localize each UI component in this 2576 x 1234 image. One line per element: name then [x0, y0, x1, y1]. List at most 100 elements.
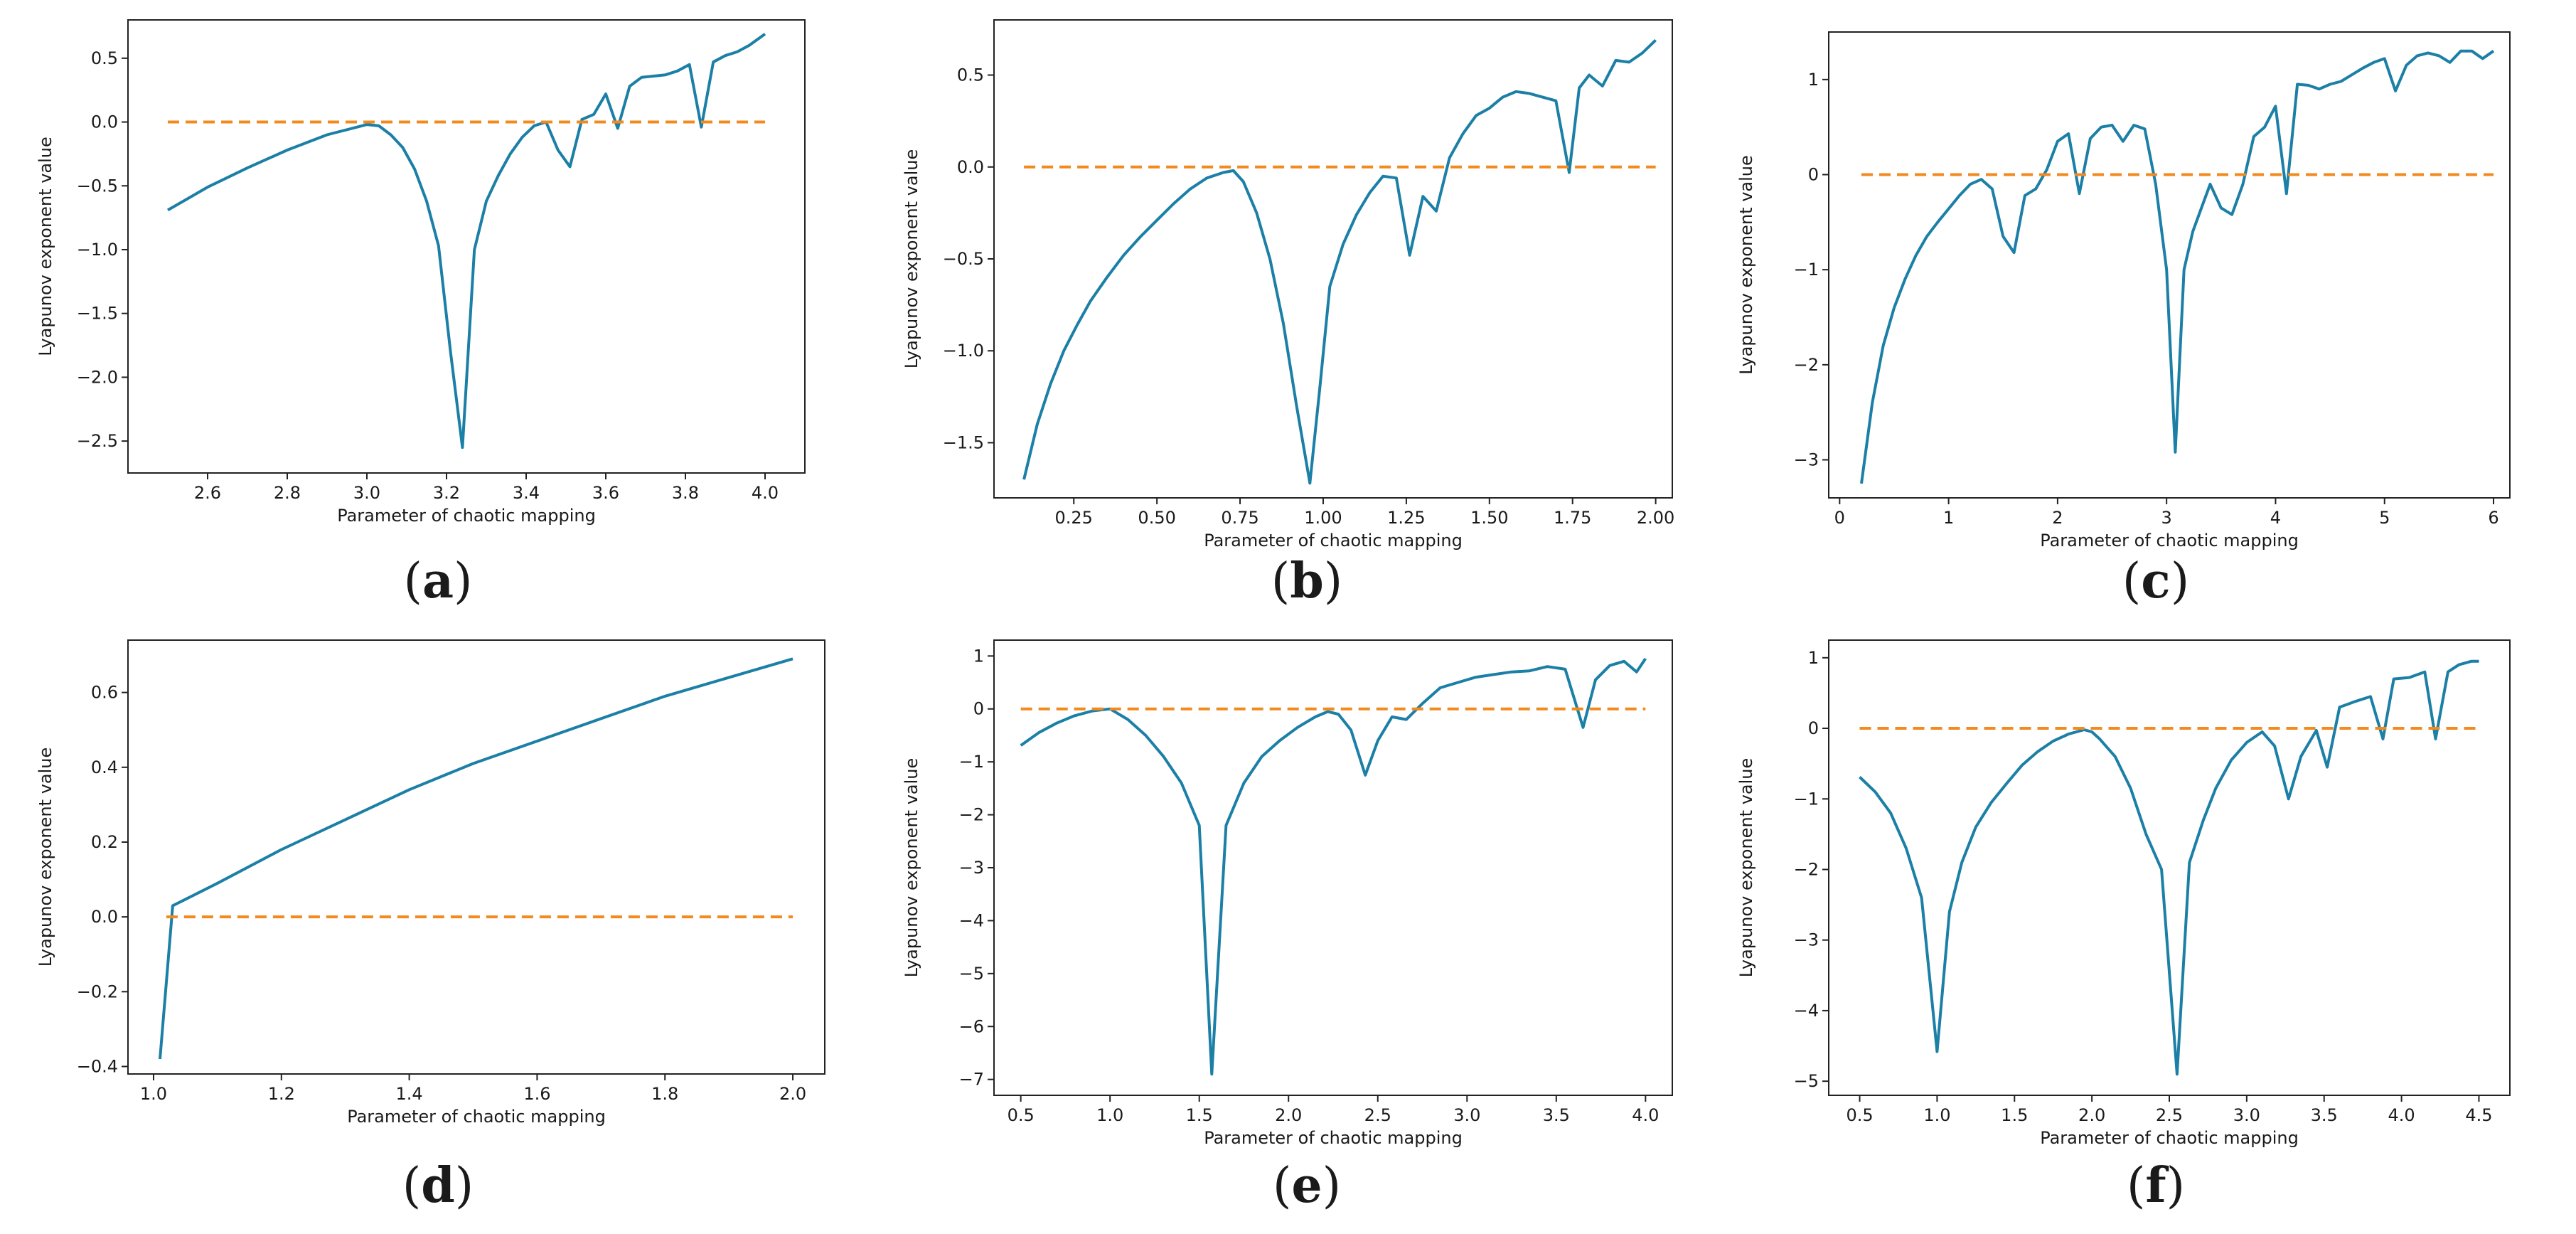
chart-panel-a: 2.6 2.8 3.0 3.2 3.4 3.6 3.8 4.0 −2.5 −2.0 −1.5 −1.0… [36, 19, 806, 610]
x-axis-title: Parameter of chaotic mapping [1204, 1128, 1463, 1148]
x-tick-label: 1.0 [1096, 1105, 1123, 1125]
x-tick-label: 4.0 [1632, 1105, 1659, 1125]
x-tick-label: 1.50 [1470, 508, 1508, 528]
y-tick-label: −2 [1794, 859, 1819, 879]
x-tick-label: 2.5 [2156, 1105, 2183, 1125]
x-tick-label: 2.5 [1364, 1105, 1391, 1125]
y-tick-label: −2.0 [77, 367, 118, 387]
y-tick-label: −2 [1794, 355, 1819, 375]
x-tick-label: 6 [2488, 508, 2498, 528]
x-axis-title: Parameter of chaotic mapping [2040, 1128, 2299, 1148]
y-axis-title: Lyapunov exponent value [902, 758, 921, 978]
x-tick-label: 4.5 [2465, 1105, 2492, 1125]
x-tick-label: 5 [2379, 508, 2390, 528]
y-tick-label: 1 [973, 646, 984, 666]
y-tick-label: 0 [1808, 165, 1819, 185]
y-tick-label: 0.5 [91, 48, 118, 68]
lyapunov-series-line [1020, 657, 1647, 1076]
lyapunov-series-line [1860, 49, 2495, 484]
y-tick-label: 0.4 [91, 757, 118, 777]
panel-caption: (d) [402, 1157, 474, 1214]
x-tick-label: 4.0 [2388, 1105, 2415, 1125]
x-tick-label: 4.0 [752, 483, 779, 503]
lyapunov-series-line [167, 33, 766, 450]
y-tick-label: −2.5 [77, 431, 118, 451]
x-tick-label: 3 [2161, 508, 2172, 528]
x-tick-label: 2.0 [2078, 1105, 2105, 1125]
x-tick-label: 3.6 [592, 483, 619, 503]
x-tick-label: 2.00 [1637, 508, 1674, 528]
plot-frame [1828, 639, 2511, 1096]
x-tick-label: 3.8 [672, 483, 699, 503]
x-tick-label: 1.6 [523, 1084, 550, 1104]
x-tick-label: 0.5 [1846, 1105, 1873, 1125]
y-tick-label: −2 [959, 805, 984, 825]
y-tick-label: −1 [959, 752, 984, 772]
plot-frame [993, 19, 1673, 499]
x-tick-label: 1.4 [396, 1084, 423, 1104]
x-tick-label: 1.25 [1387, 508, 1425, 528]
panel-caption: (b) [1271, 553, 1343, 610]
x-tick-label: 1.00 [1304, 508, 1342, 528]
y-axis-title: Lyapunov exponent value [1736, 155, 1756, 375]
x-tick-label: 1 [1943, 508, 1954, 528]
y-tick-label: −1.5 [77, 304, 118, 324]
y-tick-label: 0.0 [91, 112, 118, 132]
chart-panel-e: 0.5 1.0 1.5 2.0 2.5 3.0 3.5 4.0 −7 −6 −5 −4 −3 −2 −1 0 1… [902, 639, 1673, 1214]
x-tick-label: 3.2 [433, 483, 460, 503]
y-axis-title: Lyapunov exponent value [36, 748, 55, 967]
y-tick-label: −6 [959, 1016, 984, 1036]
x-tick-label: 2.8 [274, 483, 301, 503]
y-tick-label: −0.2 [77, 982, 118, 1001]
x-tick-label: 1.2 [268, 1084, 295, 1104]
y-tick-label: 1 [1808, 70, 1819, 90]
lyapunov-series-line [159, 657, 793, 1060]
y-tick-label: −3 [959, 858, 984, 878]
x-tick-label: 1.8 [651, 1084, 678, 1104]
y-tick-label: 0.5 [957, 65, 984, 85]
x-tick-label: 3.0 [2233, 1105, 2260, 1125]
panel-caption: (a) [403, 553, 472, 610]
y-tick-label: −4 [959, 910, 984, 930]
y-tick-label: −4 [1794, 1001, 1819, 1021]
y-axis-title: Lyapunov exponent value [902, 149, 921, 369]
y-tick-label: 0.6 [91, 683, 118, 703]
x-axis-title: Parameter of chaotic mapping [1204, 531, 1463, 550]
y-tick-label: 0.2 [91, 832, 118, 852]
y-tick-label: 1 [1808, 648, 1819, 668]
x-tick-label: 2.6 [194, 483, 221, 503]
y-tick-label: −7 [959, 1070, 984, 1090]
x-tick-label: 0.50 [1138, 508, 1175, 528]
y-axis-title: Lyapunov exponent value [36, 137, 55, 356]
x-tick-label: 0.75 [1221, 508, 1258, 528]
plot-frame [127, 19, 806, 474]
x-tick-label: 0 [1834, 508, 1845, 528]
y-tick-label: −1 [1794, 789, 1819, 809]
plot-frame [1828, 31, 2511, 499]
x-tick-label: 2.0 [1275, 1105, 1302, 1125]
y-tick-label: 0 [1808, 718, 1819, 738]
x-tick-label: 0.25 [1055, 508, 1093, 528]
y-tick-label: −1.0 [943, 341, 984, 361]
panel-caption: (c) [2122, 553, 2189, 610]
chart-panel-c: 0 1 2 3 4 5 6 −3 −2 −1 0 1 Parameter of chaotic mapp… [1736, 31, 2511, 610]
chart-panel-b: 0.25 0.50 0.75 1.00 1.25 1.50 1.75 2.00 −1.5 −1.0… [902, 19, 1674, 610]
x-tick-label: 3.5 [1543, 1105, 1570, 1125]
y-tick-label: −1.0 [77, 240, 118, 260]
x-tick-label: 3.0 [353, 483, 380, 503]
x-tick-label: 1.0 [140, 1084, 167, 1104]
y-tick-label: −5 [1794, 1071, 1819, 1091]
y-tick-label: −1 [1794, 260, 1819, 280]
y-tick-label: −3 [1794, 450, 1819, 470]
y-tick-label: 0.0 [957, 157, 984, 177]
y-tick-label: −0.5 [943, 249, 984, 269]
x-tick-label: 1.5 [2001, 1105, 2028, 1125]
chart-panel-d: 1.0 1.2 1.4 1.6 1.8 2.0 −0.4 −0.2 0.0 0.2 0.4 0.6 Pa… [36, 639, 825, 1214]
y-tick-label: −0.4 [77, 1056, 118, 1076]
x-tick-label: 1.0 [1923, 1105, 1950, 1125]
y-tick-label: 0.0 [91, 907, 118, 927]
x-axis-title: Parameter of chaotic mapping [337, 506, 596, 526]
x-tick-label: 1.5 [1186, 1105, 1213, 1125]
y-tick-label: −1.5 [943, 432, 984, 452]
